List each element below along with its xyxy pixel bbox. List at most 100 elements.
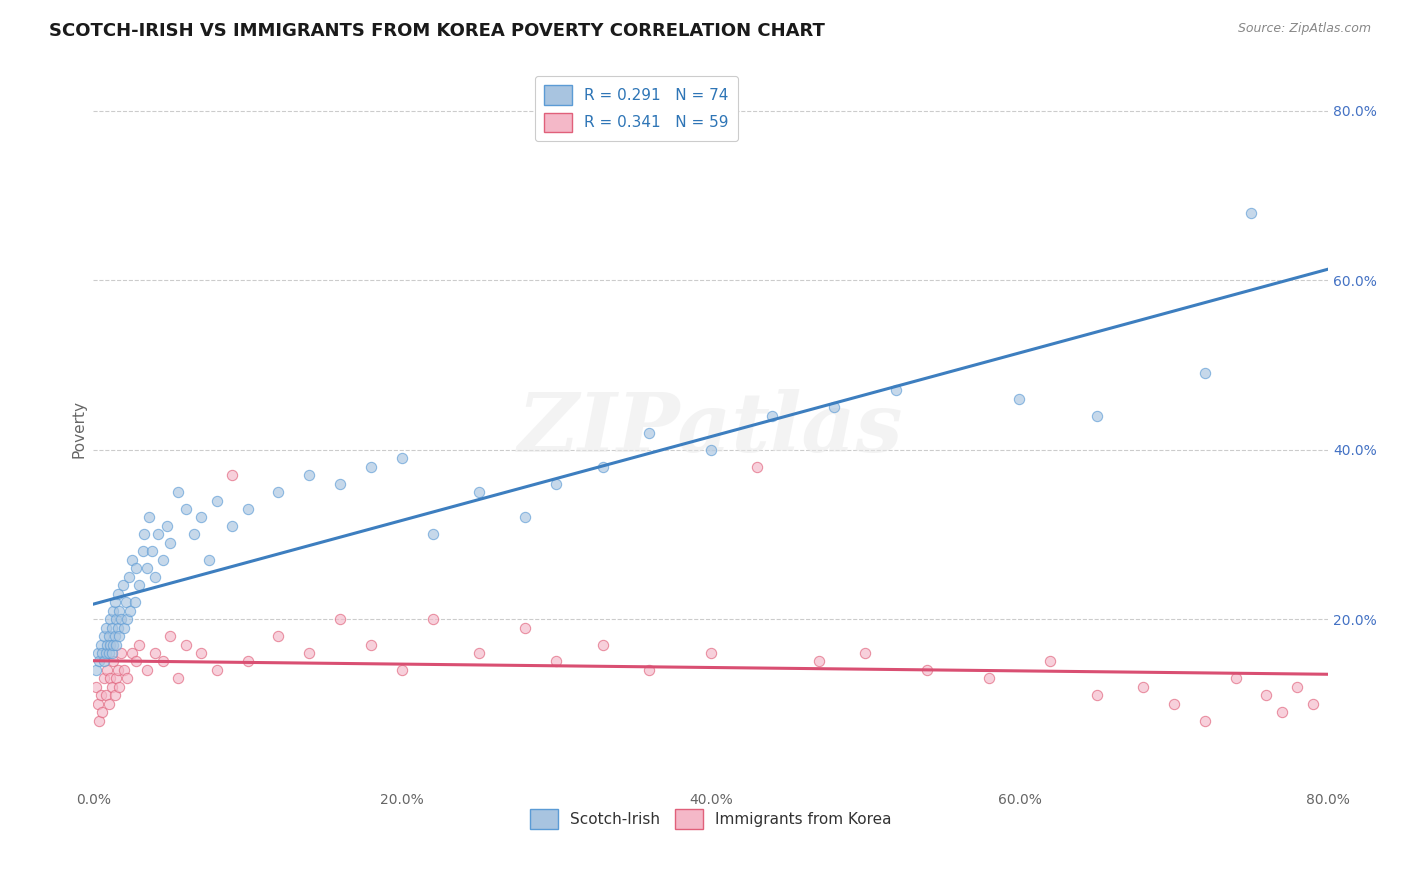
Point	[699, 442, 721, 457]
Point	[360, 459, 382, 474]
Point	[128, 578, 150, 592]
Point	[136, 663, 159, 677]
Point	[105, 672, 128, 686]
Point	[221, 519, 243, 533]
Point	[1256, 689, 1278, 703]
Point	[89, 655, 111, 669]
Point	[1271, 706, 1294, 720]
Point	[298, 468, 321, 483]
Point	[120, 604, 142, 618]
Point	[114, 595, 136, 609]
Point	[87, 646, 110, 660]
Point	[146, 527, 169, 541]
Point	[131, 544, 153, 558]
Point	[110, 646, 132, 660]
Point	[115, 612, 138, 626]
Point	[267, 629, 290, 643]
Point	[198, 553, 221, 567]
Point	[96, 638, 118, 652]
Point	[1163, 697, 1185, 711]
Point	[100, 646, 122, 660]
Point	[100, 621, 122, 635]
Point	[84, 680, 107, 694]
Point	[104, 595, 127, 609]
Point	[236, 655, 259, 669]
Point	[221, 468, 243, 483]
Point	[124, 595, 146, 609]
Point	[94, 689, 117, 703]
Point	[1085, 409, 1108, 423]
Point	[1194, 367, 1216, 381]
Point	[823, 401, 845, 415]
Point	[1240, 205, 1263, 219]
Y-axis label: Poverty: Poverty	[72, 400, 86, 458]
Point	[915, 663, 938, 677]
Point	[128, 638, 150, 652]
Point	[546, 655, 568, 669]
Point	[360, 638, 382, 652]
Point	[98, 638, 121, 652]
Point	[103, 655, 125, 669]
Point	[1302, 697, 1324, 711]
Point	[108, 604, 131, 618]
Point	[1286, 680, 1309, 694]
Point	[1132, 680, 1154, 694]
Point	[84, 663, 107, 677]
Point	[143, 646, 166, 660]
Point	[107, 587, 129, 601]
Point	[515, 510, 537, 524]
Point	[97, 697, 120, 711]
Point	[107, 621, 129, 635]
Point	[138, 510, 160, 524]
Point	[91, 646, 114, 660]
Point	[236, 502, 259, 516]
Point	[298, 646, 321, 660]
Point	[391, 451, 413, 466]
Point	[167, 485, 190, 500]
Point	[104, 629, 127, 643]
Point	[93, 672, 115, 686]
Text: ZIPatlas: ZIPatlas	[517, 389, 904, 468]
Point	[111, 578, 134, 592]
Point	[96, 663, 118, 677]
Point	[174, 502, 197, 516]
Point	[110, 612, 132, 626]
Point	[121, 553, 143, 567]
Point	[90, 689, 112, 703]
Legend: Scotch-Irish, Immigrants from Korea: Scotch-Irish, Immigrants from Korea	[524, 803, 897, 835]
Point	[112, 621, 135, 635]
Point	[546, 476, 568, 491]
Text: SCOTCH-IRISH VS IMMIGRANTS FROM KOREA POVERTY CORRELATION CHART: SCOTCH-IRISH VS IMMIGRANTS FROM KOREA PO…	[49, 22, 825, 40]
Point	[761, 409, 783, 423]
Point	[884, 384, 907, 398]
Point	[1225, 672, 1247, 686]
Point	[143, 570, 166, 584]
Point	[1008, 392, 1031, 406]
Point	[152, 655, 174, 669]
Point	[94, 646, 117, 660]
Point	[515, 621, 537, 635]
Point	[115, 672, 138, 686]
Point	[167, 672, 190, 686]
Point	[89, 714, 111, 728]
Point	[156, 519, 179, 533]
Point	[592, 459, 614, 474]
Point	[422, 612, 444, 626]
Point	[977, 672, 1000, 686]
Point	[329, 612, 352, 626]
Point	[118, 570, 141, 584]
Point	[105, 612, 128, 626]
Point	[1039, 655, 1062, 669]
Point	[183, 527, 205, 541]
Point	[329, 476, 352, 491]
Point	[1085, 689, 1108, 703]
Point	[141, 544, 163, 558]
Point	[100, 680, 122, 694]
Point	[174, 638, 197, 652]
Point	[112, 663, 135, 677]
Point	[159, 629, 181, 643]
Point	[391, 663, 413, 677]
Point	[107, 663, 129, 677]
Point	[94, 621, 117, 635]
Point	[190, 646, 212, 660]
